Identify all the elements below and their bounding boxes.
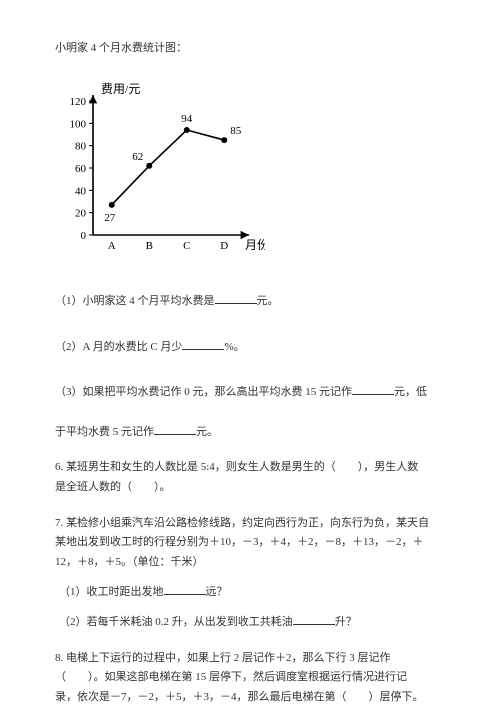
q1-prefix: （1）小明家这 4 个月平均水费是 <box>55 295 215 307</box>
svg-text:62: 62 <box>132 150 143 162</box>
q3-blank2 <box>154 423 196 435</box>
q7-line3: 12，＋8，＋5。（单位：千米） <box>55 553 445 573</box>
q7-sub2-blank <box>293 613 335 625</box>
q3-l2-suffix: 元。 <box>196 426 218 438</box>
svg-text:94: 94 <box>181 113 193 125</box>
question-1: （1）小明家这 4 个月平均水费是 元。 <box>55 292 445 310</box>
svg-text:80: 80 <box>75 140 87 152</box>
water-bill-chart: 0 20 40 60 80 100 120 费用/元月份 A B C D 27 62 94 85 <box>55 79 445 265</box>
svg-text:月份: 月份 <box>245 238 265 252</box>
q2-suffix: %。 <box>224 341 244 353</box>
chart-svg: 0 20 40 60 80 100 120 费用/元月份 A B C D 27 62 94 85 <box>55 79 265 259</box>
svg-text:100: 100 <box>70 118 87 130</box>
q3-blank1 <box>352 383 394 395</box>
question-3-line2: 于平均水费 5 元记作 元。 <box>55 423 445 441</box>
svg-text:20: 20 <box>75 207 87 219</box>
q7-line2: 某地出发到收工时的行程分别为＋10，－3，＋4，＋2，－8，＋13，－2，＋ <box>55 533 445 553</box>
q2-blank <box>182 338 224 350</box>
q7-sub1: （1）收工时距出发地 远？ <box>59 583 445 603</box>
q7-line1: 7. 某检修小组乘汽车沿公路检修线路，约定向西行为正，向东行为负，某天自 <box>55 514 445 534</box>
svg-text:D: D <box>220 240 228 252</box>
svg-text:27: 27 <box>104 211 116 223</box>
q7-sub2-prefix: （2）若每千米耗油 0.2 升，从出发到收工共耗油 <box>59 616 293 628</box>
q6-line1: 6. 某班男生和女生的人数比是 5:4，则女生人数是男生的（ ），男生人数 <box>55 458 445 478</box>
q7-sub1-prefix: （1）收工时距出发地 <box>59 586 164 598</box>
svg-text:85: 85 <box>230 125 242 137</box>
question-8: 8. 电梯上下运行的过程中，如果上行 2 层记作＋2，那么下行 3 层记作 （ … <box>55 649 445 708</box>
q8-line2: （ ）。如果这部电梯在第 15 层停下，然后调度室根据运行情况进行记 <box>55 668 445 688</box>
q7-sub2-suffix: 升？ <box>335 616 357 628</box>
q3-l1-suffix: 元，低 <box>394 386 427 398</box>
q7-sub2: （2）若每千米耗油 0.2 升，从出发到收工共耗油 升？ <box>59 613 445 633</box>
q6-line2: 是全班人数的（ ）。 <box>55 478 445 498</box>
q2-prefix: （2）A 月的水费比 C 月少 <box>55 341 182 353</box>
question-3-line1: （3）如果把平均水费记作 0 元，那么高出平均水费 15 元记作 元，低 <box>55 383 445 401</box>
q3-l1-prefix: （3）如果把平均水费记作 0 元，那么高出平均水费 15 元记作 <box>55 386 352 398</box>
question-7: 7. 某检修小组乘汽车沿公路检修线路，约定向西行为正，向东行为负，某天自 某地出… <box>55 514 445 633</box>
question-6: 6. 某班男生和女生的人数比是 5:4，则女生人数是男生的（ ），男生人数 是全… <box>55 458 445 498</box>
q3-l2-prefix: 于平均水费 5 元记作 <box>55 426 154 438</box>
page-title: 小明家 4 个月水费统计图： <box>55 40 445 57</box>
q7-sub1-suffix: 远？ <box>206 586 228 598</box>
q8-line3: 录，依次是－7，－2，＋5，＋3，－4，那么最后电梯在第（ ）层停下。 <box>55 688 445 708</box>
svg-text:C: C <box>183 240 190 252</box>
svg-text:A: A <box>108 240 116 252</box>
q1-blank <box>215 292 257 304</box>
svg-text:120: 120 <box>70 96 87 108</box>
q7-sub1-blank <box>164 583 206 595</box>
q8-line1: 8. 电梯上下运行的过程中，如果上行 2 层记作＋2，那么下行 3 层记作 <box>55 649 445 669</box>
svg-text:40: 40 <box>75 185 87 197</box>
svg-text:0: 0 <box>81 230 87 242</box>
question-2: （2）A 月的水费比 C 月少 %。 <box>55 338 445 356</box>
svg-text:费用/元: 费用/元 <box>101 82 140 96</box>
svg-text:B: B <box>146 240 153 252</box>
svg-text:60: 60 <box>75 163 87 175</box>
q1-suffix: 元。 <box>257 295 279 307</box>
